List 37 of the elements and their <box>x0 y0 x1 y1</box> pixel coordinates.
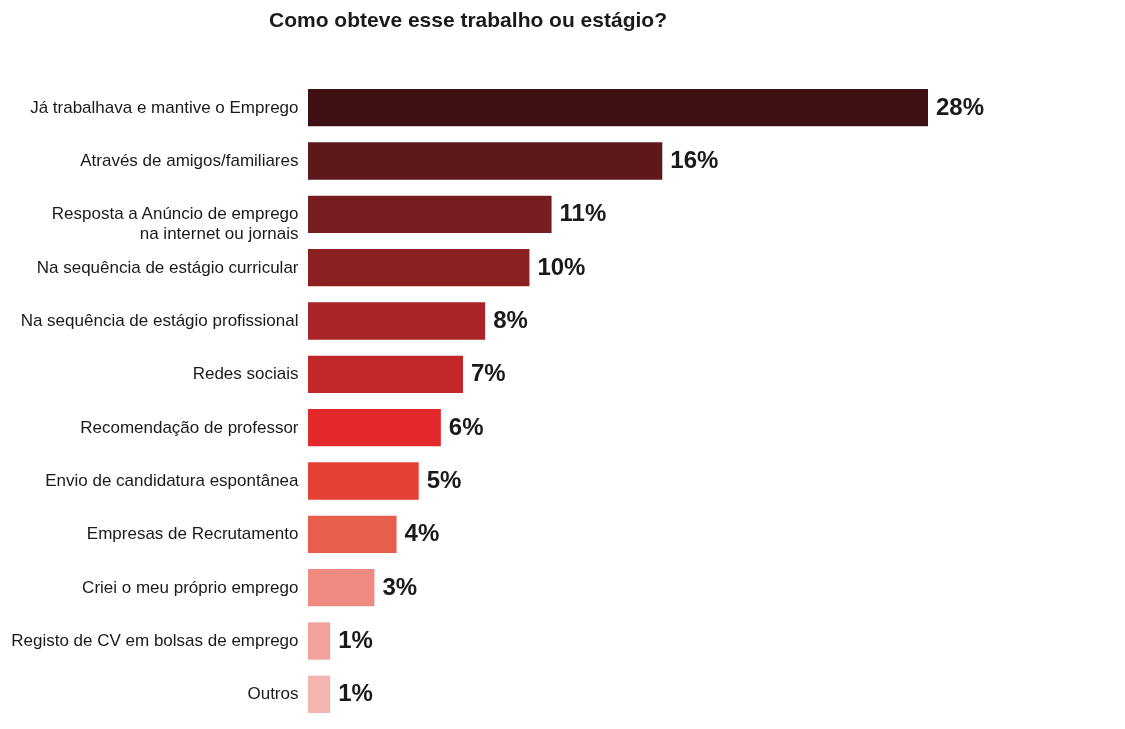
data-label: 7% <box>471 359 506 387</box>
bar <box>308 462 419 500</box>
data-label: 11% <box>559 199 607 227</box>
data-label: 4% <box>404 519 440 547</box>
bar <box>308 409 441 447</box>
bar <box>308 569 375 607</box>
y-tick-label: Criei o meu próprio emprego <box>82 577 299 597</box>
data-label: 1% <box>338 626 373 653</box>
y-tick-label: Resposta a Anúncio de emprego na internet ou jornais <box>51 204 299 244</box>
y-tick-label: Na sequência de estágio profissional <box>20 311 299 330</box>
y-tick-label: Empresas de Recrutamento <box>86 524 299 544</box>
y-tick-label: Registo de CV em bolsas de emprego <box>11 631 299 650</box>
bar <box>308 195 552 233</box>
bar <box>308 675 331 713</box>
data-label: 3% <box>382 572 418 600</box>
bar <box>308 515 397 553</box>
data-label: 5% <box>426 466 462 493</box>
y-tick-label: Na sequência de estágio curricular <box>36 257 299 277</box>
bar <box>308 89 928 127</box>
data-label: 16% <box>670 146 719 173</box>
chart-title: Como obteve esse trabalho ou estágio? <box>269 8 667 31</box>
data-label: 8% <box>493 306 528 333</box>
bar <box>308 302 486 340</box>
bar <box>308 142 663 180</box>
bar <box>308 249 530 287</box>
bar <box>308 622 331 660</box>
data-label: 6% <box>448 412 484 440</box>
bar <box>308 355 463 393</box>
y-tick-label: Redes sociais <box>192 364 299 384</box>
y-tick-label: Recomendação de professor <box>80 417 299 437</box>
data-label: 10% <box>537 252 586 280</box>
y-tick-label: Já trabalhava e mantive o Emprego <box>30 97 299 117</box>
y-tick-label: Outros <box>247 684 299 704</box>
data-label: 1% <box>338 679 373 707</box>
y-tick-label: Através de amigos/familiares <box>80 151 299 170</box>
data-label: 28% <box>936 92 985 120</box>
y-tick-label: Envio de candidatura espontânea <box>45 471 300 490</box>
